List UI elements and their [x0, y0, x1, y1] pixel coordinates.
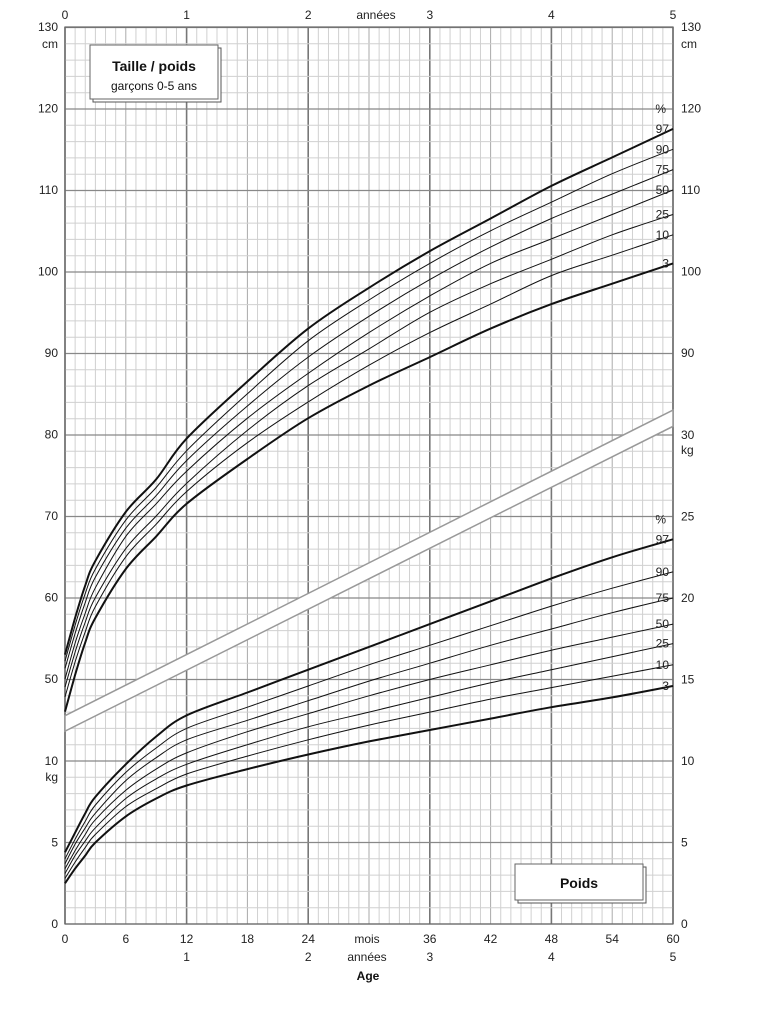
scale-transition-band: [64, 408, 674, 733]
top-year-tick: 0: [62, 8, 69, 22]
bottom-month-tick: 18: [241, 932, 255, 946]
height-pct-label-10: 10: [656, 228, 670, 242]
height-tick-right: 130: [681, 20, 701, 34]
bottom-month-tick: 48: [545, 932, 559, 946]
weight-pct-label-50: 50: [656, 617, 670, 631]
height-tick-right: 90: [681, 346, 695, 360]
height-tick-right: 100: [681, 265, 701, 279]
weight-curve-p90: [64, 571, 674, 860]
weight-tick-right: 0: [681, 917, 688, 931]
height-tick-left: 100: [38, 265, 58, 279]
height-tick-left: 110: [39, 183, 58, 197]
height-unit-left: cm: [42, 37, 58, 51]
bottom-month-tick: 0: [62, 932, 69, 946]
bottom-year-tick: 4: [548, 950, 555, 964]
height-pct-label-50: 50: [656, 183, 670, 197]
height-pct-label-25: 25: [656, 207, 670, 221]
height-tick-left: 60: [45, 591, 59, 605]
weight-pct-label-3: 3: [662, 679, 669, 693]
plot-frame: [64, 26, 674, 925]
weight-box: Poids: [514, 863, 647, 904]
weight-unit-left: kg: [45, 770, 58, 784]
height-tick-left: 50: [45, 672, 59, 686]
height-curve-p25: [64, 214, 674, 688]
bottom-mois-label: mois: [354, 932, 379, 946]
height-pct-label-3: 3: [662, 256, 669, 270]
top-year-tick: 2: [305, 8, 312, 22]
top-year-tick: 5: [670, 8, 677, 22]
weight-pct-label-10: 10: [656, 658, 670, 672]
top-axis-label: années: [356, 8, 395, 22]
height-curve-p75: [64, 169, 674, 669]
weight-tick-right: 30: [681, 428, 695, 442]
percentile-curves: [64, 127, 674, 884]
weight-tick-right: 5: [681, 836, 688, 850]
chart-title: Taille / poids: [112, 58, 196, 74]
weight-box-title: Poids: [560, 875, 598, 891]
bottom-annees-label: années: [347, 950, 386, 964]
bottom-month-tick: 12: [180, 932, 194, 946]
top-year-tick: 3: [426, 8, 433, 22]
height-pct-label-90: 90: [656, 142, 670, 156]
weight-tick-left: 10: [45, 754, 59, 768]
bottom-month-tick: 24: [302, 932, 316, 946]
x-axis-title: Age: [357, 969, 380, 983]
weight-pct-label-90: 90: [656, 565, 670, 579]
weight-tick-right: 15: [681, 673, 695, 687]
weight-curve-p50: [64, 623, 674, 869]
top-year-tick: 1: [183, 8, 190, 22]
weight-curve-p3: [64, 685, 674, 884]
height-tick-left: 90: [45, 346, 59, 360]
bottom-month-tick: 6: [122, 932, 129, 946]
height-curve-p3: [64, 262, 674, 712]
title-box: Taille / poids garçons 0-5 ans: [89, 44, 222, 103]
chart-subtitle: garçons 0-5 ans: [111, 79, 197, 93]
weight-curve-p25: [64, 643, 674, 874]
weight-curve-p97: [64, 538, 674, 853]
weight-tick-right: 20: [681, 591, 695, 605]
height-pct-label-75: 75: [656, 163, 670, 177]
bottom-year-tick: 5: [670, 950, 677, 964]
weight-pct-label-25: 25: [656, 637, 670, 651]
bottom-month-tick: 54: [606, 932, 620, 946]
scale-band: [64, 408, 674, 733]
height-curve-p50: [64, 189, 674, 680]
weight-tick-right: 25: [681, 510, 695, 524]
height-unit-right: cm: [681, 37, 697, 51]
weight-curve-p10: [64, 664, 674, 879]
grid: [64, 26, 674, 925]
bottom-month-tick: 60: [666, 932, 680, 946]
height-tick-right: 110: [681, 183, 700, 197]
height-curve-p90: [64, 148, 674, 662]
height-tick-right: 120: [681, 102, 701, 116]
weight-unit-right: kg: [681, 443, 694, 457]
height-curve-p97: [64, 127, 674, 655]
height-tick-left: 130: [38, 20, 58, 34]
weight-tick-left: 5: [51, 836, 58, 850]
bottom-month-tick: 36: [423, 932, 437, 946]
bottom-year-tick: 1: [183, 950, 190, 964]
weight-pct-label-97: 97: [656, 532, 670, 546]
weight-pct-header: %: [655, 512, 666, 526]
bottom-month-tick: 42: [484, 932, 498, 946]
weight-tick-right: 10: [681, 754, 695, 768]
height-tick-left: 120: [38, 102, 58, 116]
top-year-tick: 4: [548, 8, 555, 22]
weight-tick-left: 0: [51, 917, 58, 931]
height-curve-p10: [64, 234, 674, 698]
bottom-year-tick: 2: [305, 950, 312, 964]
weight-curve-p75: [64, 597, 674, 864]
height-pct-label-97: 97: [656, 122, 670, 136]
height-tick-left: 80: [45, 428, 59, 442]
weight-pct-label-75: 75: [656, 591, 670, 605]
bottom-year-tick: 3: [426, 950, 433, 964]
height-tick-left: 70: [45, 509, 59, 523]
height-pct-header: %: [655, 102, 666, 116]
